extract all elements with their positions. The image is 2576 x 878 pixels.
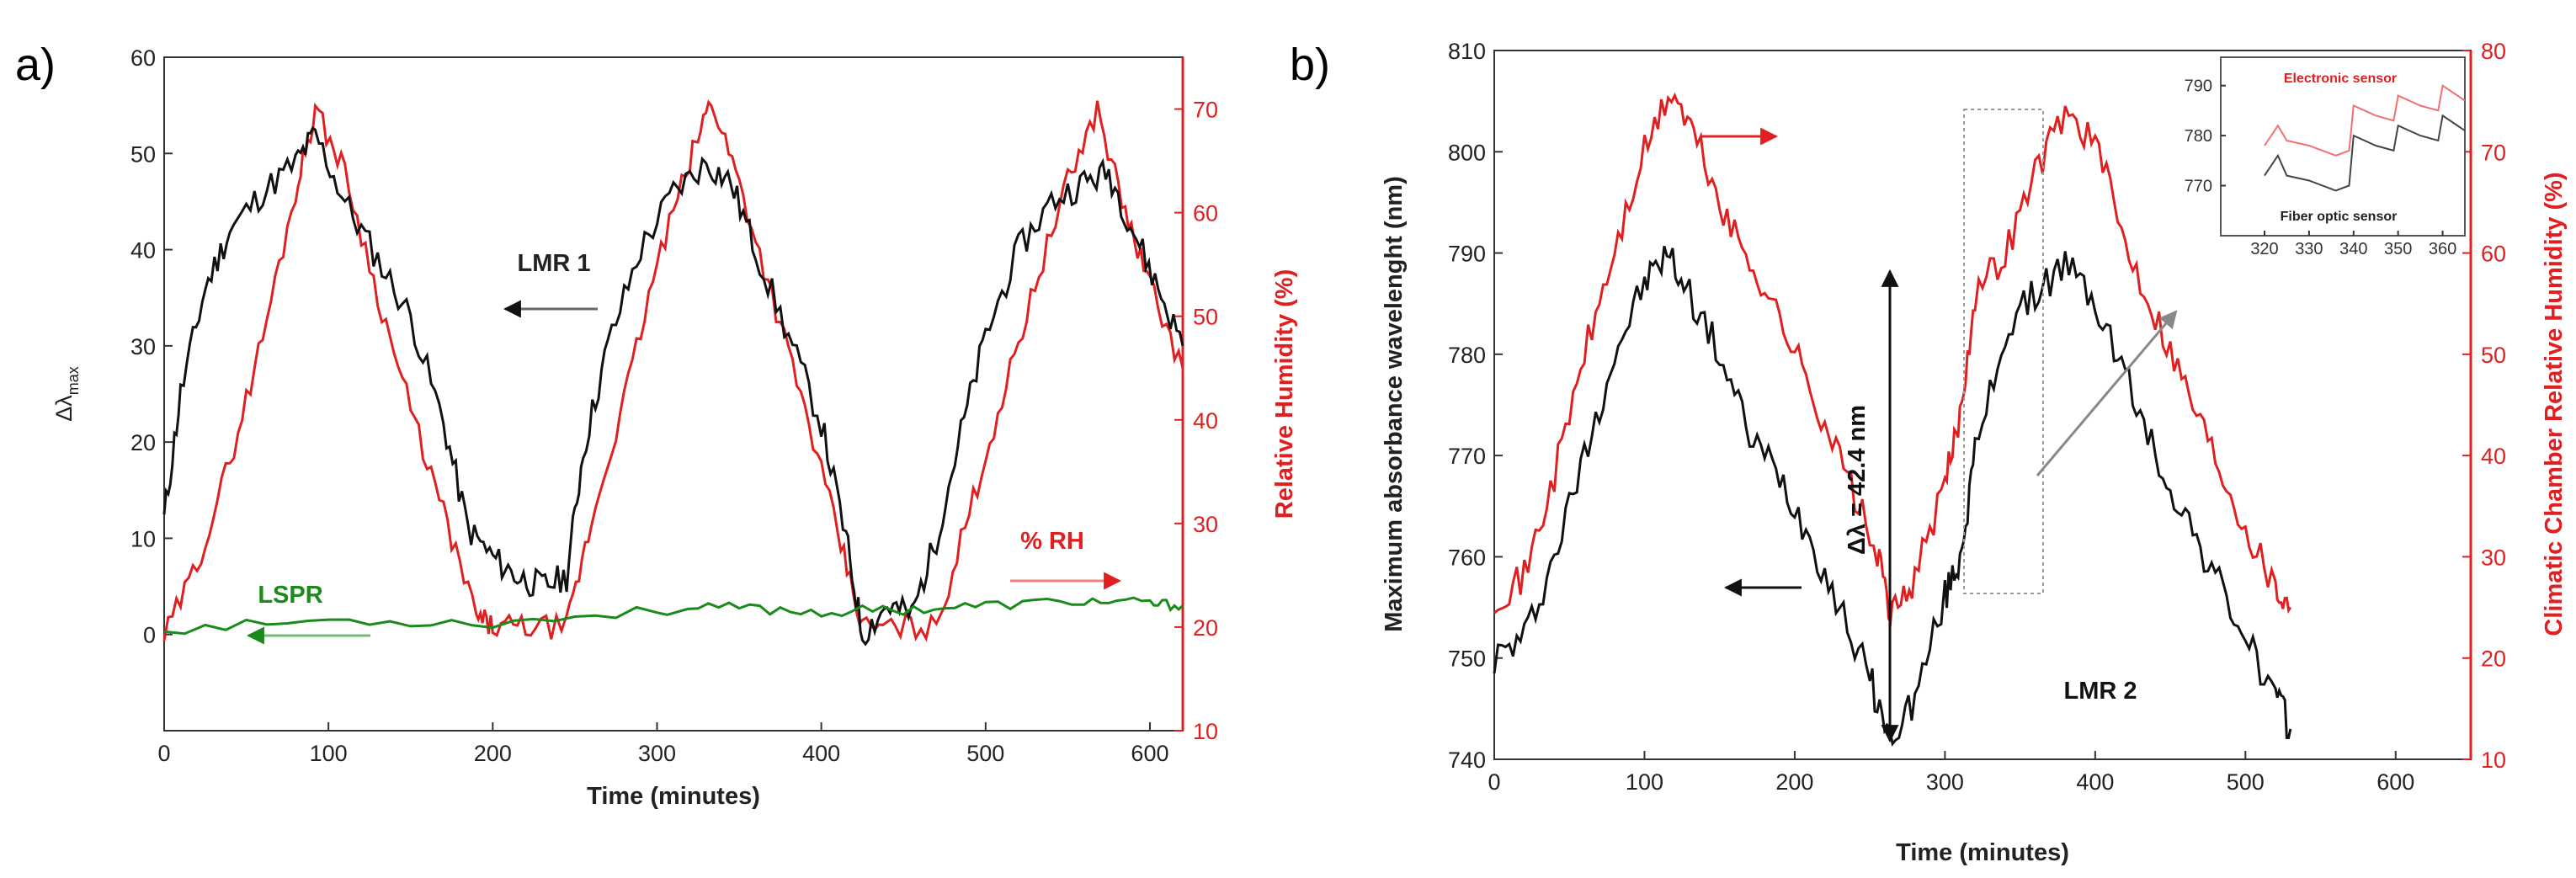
panel-a-y-tick-label: 40: [130, 238, 156, 263]
panel-a-y2-axis-title: Relative Humidity (%): [1271, 269, 1298, 519]
panel-a-x-ticks: 0 100 200 300 400 500 600: [157, 722, 1168, 766]
panel-b-label: b): [1290, 40, 1330, 90]
panel-a-y-axis-title-main: Δλ: [51, 395, 77, 422]
panel-a-series-lspr: [163, 596, 1184, 636]
panel-a-y2-tick-label: 60: [1193, 201, 1218, 226]
panel-a-y2-tick-label: 30: [1193, 512, 1218, 537]
panel-a-annotation-rh: % RH: [1020, 528, 1084, 555]
panel-b-x-tick-label: 0: [1488, 769, 1500, 795]
panel-b-y2-tick-label: 20: [2481, 647, 2506, 672]
panel-b-y-tick-label: 740: [1448, 748, 1486, 773]
panel-b-y2-ticks: 10 20 30 40 50 60 70 80: [2462, 39, 2506, 773]
panel-b-x-axis-title: Time (minutes): [1896, 839, 2069, 866]
panel-a-y2-ticks: 10 20 30 40 50 60 70: [1174, 98, 1218, 744]
panel-b-inset-x-tick-label: 320: [2250, 240, 2278, 258]
panel-a-y-tick-label: 60: [130, 45, 156, 71]
panel-a-annotation-lmr1: LMR 1: [518, 250, 591, 277]
panel-a-x-tick-label: 500: [966, 741, 1004, 766]
panel-b-x-tick-label: 100: [1626, 769, 1663, 795]
panel-b-inset-label-electronic: Electronic sensor: [2284, 72, 2397, 86]
panel-a-y-tick-label: 30: [130, 334, 156, 359]
panel-a-y-tick-label: 0: [143, 623, 156, 648]
panel-a-annotation-lspr: LSPR: [258, 582, 322, 609]
panel-b-arrow-to-inset: [2036, 310, 2178, 476]
panel-b-inset-x-tick-label: 360: [2429, 240, 2456, 258]
panel-a-x-tick-label: 200: [474, 741, 512, 766]
panel-b-inset-y-tick-label: 770: [2185, 177, 2212, 195]
panel-a: a) 0 100 200 300 400 500 600 0 10 20 30 40 50 60 10 2…: [15, 40, 1298, 810]
panel-b-annotation-lmr2: LMR 2: [2064, 678, 2137, 705]
panel-a-y-tick-label: 10: [130, 526, 156, 551]
panel-b-inset: 320 330 340 350 360 770 780 790 Electronic sen…: [2185, 56, 2466, 258]
panel-b-y-tick-label: 790: [1448, 242, 1486, 267]
panel-b-y2-tick-label: 80: [2481, 39, 2506, 64]
panel-b-y-ticks: 740 750 760 770 780 790 800 810: [1448, 39, 1503, 773]
panel-b-y2-tick-label: 40: [2481, 444, 2506, 469]
panel-b-y2-tick-label: 70: [2481, 140, 2506, 165]
panel-b-x-tick-label: 500: [2227, 769, 2265, 795]
panel-a-plot-frame: [163, 56, 1184, 732]
panel-a-x-tick-label: 100: [310, 741, 348, 766]
panel-b-x-tick-label: 300: [1926, 769, 1964, 795]
panel-a-y-axis-title: Δλmax: [51, 366, 82, 422]
panel-b-zoom-region: [1963, 109, 2044, 594]
panel-b-y2-tick-label: 10: [2481, 748, 2506, 773]
panel-b-inset-y-ticks: 770 780 790: [2185, 77, 2226, 195]
panel-a-x-tick-label: 300: [638, 741, 676, 766]
svg-text:Δλmax: Δλmax: [51, 366, 82, 422]
panel-a-y2-tick-label: 70: [1193, 98, 1218, 123]
panel-a-series-lmr1: [162, 125, 1184, 647]
panel-a-y2-tick-label: 50: [1193, 305, 1218, 330]
panel-b-y-tick-label: 770: [1448, 444, 1486, 469]
panel-b-y-tick-label: 750: [1448, 647, 1486, 672]
panel-b-series-electronic: [1493, 92, 2292, 627]
panel-b: b) 0 100 200 300 400 500 600 740 750 760 770 780 79…: [1290, 39, 2568, 866]
panel-b-y2-tick-label: 60: [2481, 242, 2506, 267]
panel-a-x-tick-label: 400: [802, 741, 840, 766]
panel-b-y2-tick-label: 50: [2481, 343, 2506, 368]
panel-b-y-tick-label: 810: [1448, 39, 1486, 64]
panel-a-y2-tick-label: 10: [1193, 719, 1218, 744]
panel-b-x-tick-label: 600: [2376, 769, 2414, 795]
panel-a-y-tick-label: 20: [130, 430, 156, 455]
panel-a-x-axis-title: Time (minutes): [587, 783, 760, 810]
panel-b-y2-tick-label: 30: [2481, 545, 2506, 570]
panel-a-x-tick-label: 600: [1131, 741, 1168, 766]
panel-b-inset-x-ticks: 320 330 340 350 360: [2250, 231, 2456, 258]
panel-b-y-tick-label: 760: [1448, 545, 1486, 570]
panel-a-y2-tick-label: 20: [1193, 615, 1218, 641]
panel-b-x-ticks: 0 100 200 300 400 500 600: [1488, 751, 2414, 795]
panel-a-y2-tick-label: 40: [1193, 408, 1218, 434]
panel-a-x-tick-label: 0: [157, 741, 170, 766]
panel-b-x-tick-label: 200: [1775, 769, 1813, 795]
panel-a-series-rh: [162, 99, 1184, 642]
panel-b-inset-x-tick-label: 340: [2339, 240, 2367, 258]
panel-b-inset-label-fiber: Fiber optic sensor: [2281, 210, 2398, 224]
panel-b-inset-x-tick-label: 330: [2295, 240, 2323, 258]
panel-b-y2-axis-title: Climatic Chamber Relative Humidity (%): [2541, 172, 2568, 636]
panel-b-inset-y-tick-label: 780: [2185, 127, 2212, 146]
panel-b-inset-series-electronic: [2264, 84, 2466, 157]
panel-b-inset-frame: [2220, 56, 2466, 237]
panel-b-series-fiber: [1493, 245, 2292, 747]
panel-b-annotation-delta: Δλ = 42.4 nm: [1844, 405, 1871, 555]
panel-b-y-tick-label: 780: [1448, 343, 1486, 368]
panel-a-label: a): [15, 40, 56, 90]
panel-b-inset-y-tick-label: 790: [2185, 77, 2212, 96]
panel-b-y-tick-label: 800: [1448, 140, 1486, 165]
panel-b-x-tick-label: 400: [2076, 769, 2114, 795]
panel-a-y-ticks: 0 10 20 30 40 50 60: [130, 45, 173, 648]
panel-b-inset-x-tick-label: 350: [2384, 240, 2412, 258]
panel-a-y-axis-title-sub: max: [65, 366, 82, 395]
panel-b-inset-series-fiber: [2264, 114, 2466, 192]
panel-a-y-tick-label: 50: [130, 141, 156, 167]
panel-b-y-axis-title: Maximum absorbance wavelenght (nm): [1381, 176, 1408, 631]
